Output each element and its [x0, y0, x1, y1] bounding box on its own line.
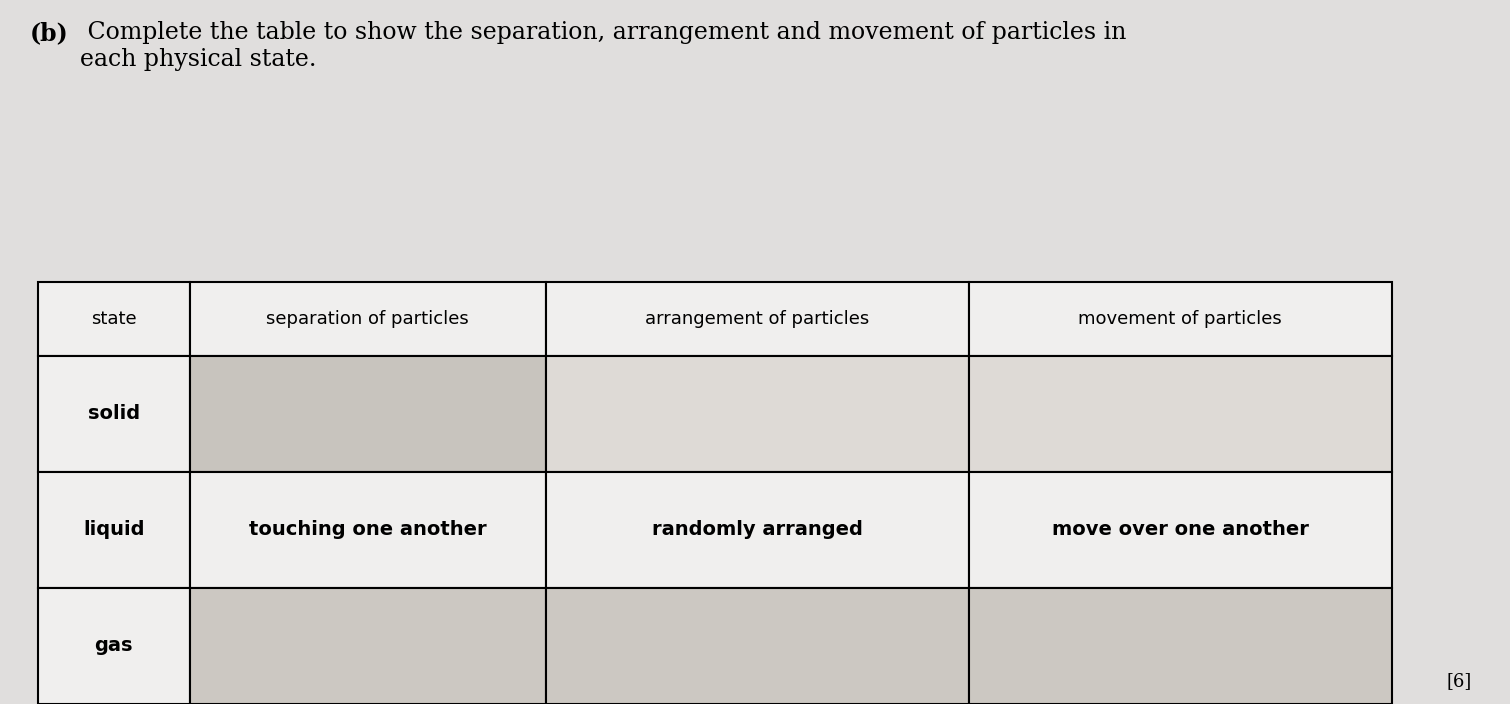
Bar [190, 472, 545, 588]
Bar [190, 356, 545, 472]
Bar [969, 588, 1392, 704]
Bar [38, 472, 190, 588]
Bar [545, 282, 969, 356]
Bar [545, 472, 969, 588]
Text: arrangement of particles: arrangement of particles [645, 310, 870, 327]
Text: gas: gas [95, 636, 133, 655]
Text: liquid: liquid [83, 520, 145, 539]
Text: solid: solid [88, 404, 140, 423]
Text: separation of particles: separation of particles [266, 310, 470, 327]
Bar [38, 282, 190, 356]
Bar [190, 282, 545, 356]
Text: movement of particles: movement of particles [1078, 310, 1282, 327]
Bar [38, 356, 190, 472]
Bar [969, 472, 1392, 588]
Bar [969, 356, 1392, 472]
Bar [545, 588, 969, 704]
Text: randomly arranged: randomly arranged [652, 520, 862, 539]
Bar [190, 588, 545, 704]
Text: move over one another: move over one another [1052, 520, 1309, 539]
Text: (b): (b) [30, 21, 69, 45]
Text: touching one another: touching one another [249, 520, 486, 539]
Bar [545, 356, 969, 472]
Bar [38, 588, 190, 704]
Text: [6]: [6] [1447, 672, 1472, 690]
Bar [969, 282, 1392, 356]
Text: Complete the table to show the separation, arrangement and movement of particles: Complete the table to show the separatio… [80, 21, 1126, 70]
Text: state: state [91, 310, 136, 327]
